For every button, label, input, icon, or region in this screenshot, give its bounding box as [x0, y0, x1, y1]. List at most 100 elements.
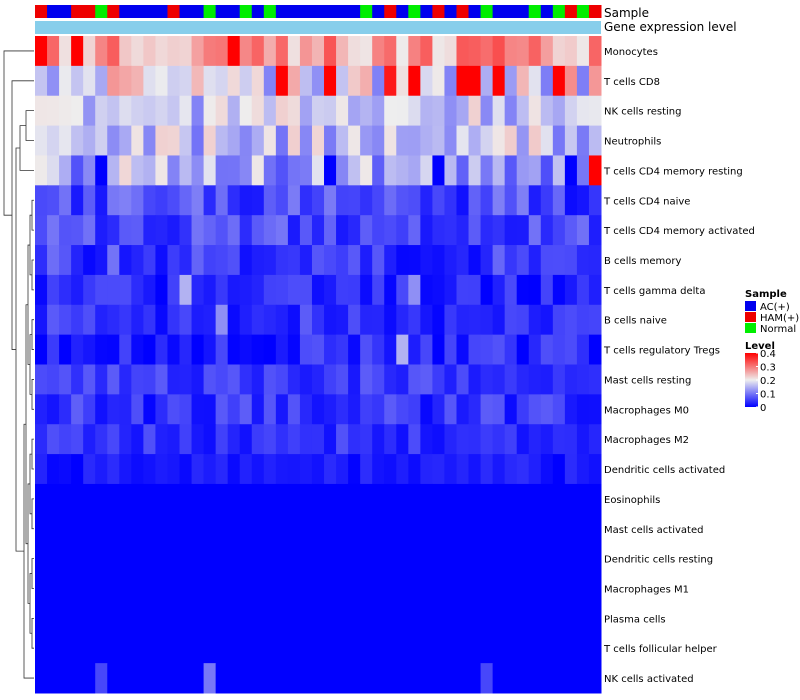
heatmap-cell — [71, 513, 84, 545]
heatmap-cell — [287, 454, 301, 485]
heatmap-cell — [47, 125, 60, 156]
heatmap-cell — [552, 245, 566, 276]
heatmap-cell — [432, 394, 445, 425]
heatmap-cell — [191, 573, 205, 604]
heatmap-cell — [468, 424, 482, 455]
heatmap-cell — [167, 36, 181, 67]
heatmap-cell — [552, 513, 566, 545]
heatmap-cell — [504, 125, 518, 156]
heatmap-cell — [179, 543, 193, 575]
heatmap-cell — [95, 185, 108, 216]
legend-level-title: Level — [745, 341, 775, 352]
heatmap-cell — [468, 573, 482, 604]
heatmap-cell — [504, 633, 518, 664]
heatmap-cell — [420, 95, 433, 127]
heatmap-cell — [95, 573, 108, 604]
heatmap-cell — [396, 125, 409, 156]
heatmap-cell — [552, 454, 566, 485]
heatmap-cell — [131, 663, 144, 694]
legend-sample-items: AC(+)HAM(+)Normal — [745, 301, 799, 335]
heatmap-cell — [119, 633, 132, 664]
heatmap-cell — [480, 424, 494, 455]
heatmap-cell — [432, 304, 445, 336]
heatmap-cell — [444, 125, 457, 156]
heatmap-cell — [360, 125, 373, 156]
heatmap-cell — [251, 65, 265, 97]
sample-annotation-cell — [47, 5, 60, 18]
heatmap-cell — [408, 603, 421, 634]
heatmap-cell — [480, 394, 494, 425]
heatmap-cell — [576, 543, 590, 575]
heatmap-cell — [420, 364, 433, 395]
heatmap-cell — [167, 483, 181, 515]
row-label: Mast cells resting — [604, 375, 691, 386]
sample-annotation-cell — [167, 5, 181, 18]
heatmap-cell — [275, 633, 289, 664]
heatmap-cell — [71, 65, 84, 97]
heatmap-cell — [396, 454, 409, 485]
heatmap-cell — [203, 454, 217, 485]
heatmap-cell — [372, 394, 385, 425]
heatmap-cell — [396, 95, 409, 127]
heatmap-cell — [35, 274, 48, 306]
heatmap-cell — [444, 573, 457, 604]
heatmap-cell — [528, 36, 542, 67]
heatmap-cell — [227, 633, 241, 664]
heatmap-cell — [576, 215, 590, 246]
heatmap-cell — [540, 185, 554, 216]
heatmap-cell — [576, 424, 590, 455]
heatmap-cell — [444, 663, 457, 694]
heatmap-cell — [191, 603, 205, 634]
heatmap-cell — [167, 125, 181, 156]
heatmap-cell — [408, 304, 421, 336]
heatmap-cell — [540, 215, 554, 246]
heatmap-cell — [492, 215, 506, 246]
heatmap-cell — [191, 274, 205, 306]
heatmap-cell — [576, 334, 590, 365]
heatmap-cell — [372, 155, 385, 186]
heatmap-cell — [420, 334, 433, 365]
heatmap-cell — [83, 663, 96, 694]
heatmap-cell — [131, 245, 144, 276]
heatmap-cell — [143, 573, 156, 604]
heatmap-cell — [468, 185, 482, 216]
heatmap-cell — [480, 304, 494, 336]
heatmap-cell — [299, 95, 313, 127]
heatmap-cell — [251, 155, 265, 186]
heatmap-cell — [299, 364, 313, 395]
heatmap-cell — [396, 245, 409, 276]
heatmap-cell — [251, 185, 265, 216]
row-label: NK cells activated — [604, 674, 694, 685]
heatmap-cell — [564, 304, 578, 336]
heatmap-cell — [396, 334, 409, 365]
heatmap-cell — [287, 394, 301, 425]
heatmap-cell — [348, 603, 361, 634]
heatmap-cell — [59, 394, 72, 425]
heatmap-cell — [516, 245, 530, 276]
heatmap-cell — [143, 663, 156, 694]
heatmap-cell — [396, 185, 409, 216]
row-label: T cells CD4 memory resting — [603, 166, 743, 177]
heatmap-cell — [360, 633, 373, 664]
heatmap-cell — [408, 543, 421, 575]
level-tick-label: 0.1 — [760, 390, 776, 401]
heatmap-cell — [456, 36, 470, 67]
heatmap-cell — [83, 215, 96, 246]
heatmap-cell — [299, 454, 313, 485]
heatmap-cell — [143, 513, 156, 545]
heatmap-cell — [251, 424, 265, 455]
heatmap-cell — [564, 663, 578, 694]
heatmap-cell — [396, 394, 409, 425]
heatmap-cell — [71, 603, 84, 634]
heatmap-cell — [179, 274, 193, 306]
heatmap-cell — [504, 65, 518, 97]
heatmap-cell — [287, 513, 301, 545]
heatmap-cell — [299, 36, 313, 67]
heatmap-cell — [263, 483, 277, 515]
heatmap-cell — [408, 36, 421, 67]
heatmap-cell — [468, 663, 482, 694]
heatmap-cell — [251, 125, 265, 156]
heatmap-cell — [348, 483, 361, 515]
heatmap-cell — [480, 663, 494, 694]
heatmap-cell — [203, 65, 217, 97]
